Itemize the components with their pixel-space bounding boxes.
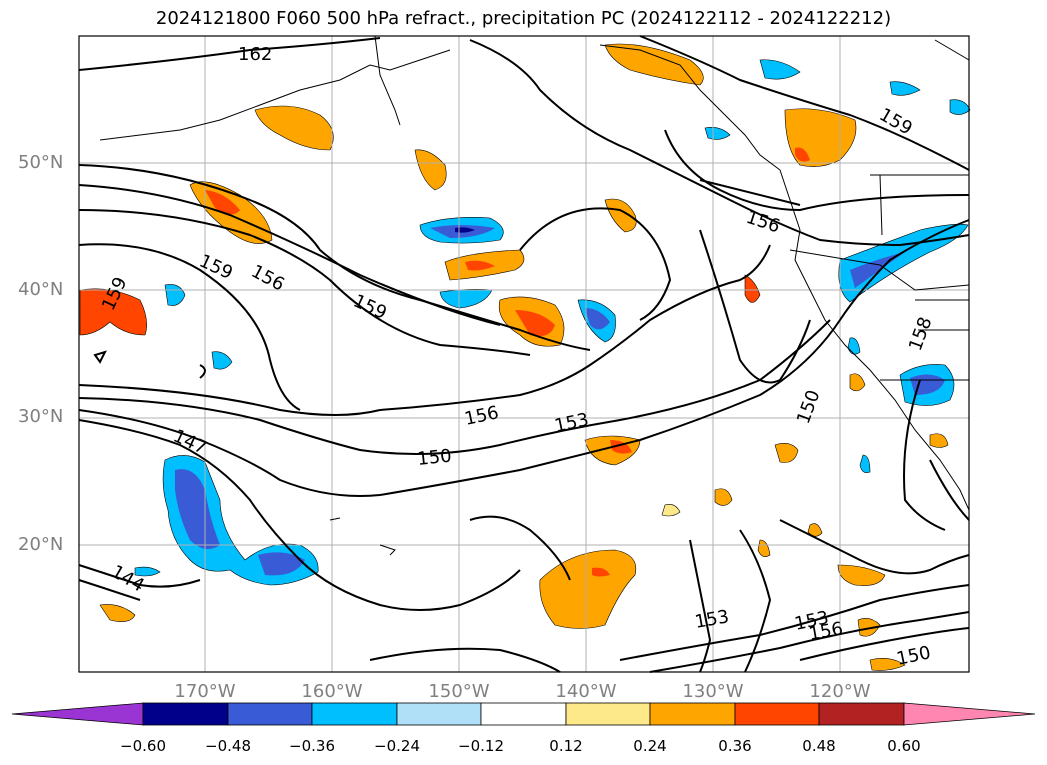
contour-label: 156	[807, 618, 844, 645]
lon-label: 160°W	[301, 681, 363, 702]
contour-label: 153	[693, 606, 730, 633]
lon-label: 130°W	[682, 681, 744, 702]
colorbar-segment	[11, 702, 144, 726]
lat-label: 30°N	[18, 406, 64, 427]
lon-label: 150°W	[428, 681, 490, 702]
colorbar-tick: 0.48	[802, 737, 836, 755]
contour-label: 150	[895, 642, 933, 670]
contour-label: 162	[238, 44, 272, 65]
contour-label: 150	[416, 445, 452, 469]
precip-positive-areas	[79, 43, 949, 671]
colorbar-segment	[734, 702, 820, 726]
colorbar-tick: 0.36	[718, 737, 752, 755]
map-title: 2024121800 F060 500 hPa refract., precip…	[155, 8, 892, 29]
colorbar-segment	[818, 702, 905, 726]
colorbar-segment	[311, 702, 398, 726]
colorbar-segment	[649, 702, 736, 726]
contour-label: 158	[905, 314, 936, 353]
lat-label: 20°N	[18, 534, 64, 555]
contour-label: 150	[793, 387, 824, 426]
lat-label: 40°N	[18, 279, 64, 300]
colorbar-segment	[565, 702, 651, 726]
colorbar-tick: −0.12	[458, 737, 504, 755]
contour-label: 147	[170, 425, 210, 459]
lon-label: 120°W	[809, 681, 871, 702]
coastlines	[99, 35, 970, 556]
lat-label: 50°N	[18, 152, 64, 173]
colorbar-segment	[480, 702, 567, 726]
colorbar-tick: −0.36	[289, 737, 335, 755]
contour-label: 156	[743, 207, 782, 238]
colorbar-tick: 0.60	[887, 737, 921, 755]
contour-label: 159	[350, 290, 390, 324]
colorbar-tick: 0.24	[633, 737, 667, 755]
colorbar-tick: 0.12	[549, 737, 583, 755]
colorbar-tick: −0.24	[374, 737, 420, 755]
map-frame	[78, 35, 970, 673]
contour-label: 156	[463, 402, 501, 430]
colorbar	[11, 702, 1036, 726]
refractivity-contours	[78, 35, 970, 673]
precip-negative-areas	[134, 59, 971, 586]
colorbar-segment	[142, 702, 229, 726]
colorbar-segment	[903, 702, 1036, 726]
colorbar-tick: −0.48	[205, 737, 251, 755]
lon-label: 170°W	[174, 681, 236, 702]
colorbar-segment	[227, 702, 313, 726]
contour-label: 153	[553, 409, 591, 437]
colorbar-segment	[396, 702, 482, 726]
colorbar-tick: −0.60	[120, 737, 166, 755]
contour-label: 159	[196, 250, 236, 284]
lon-label: 140°W	[555, 681, 617, 702]
